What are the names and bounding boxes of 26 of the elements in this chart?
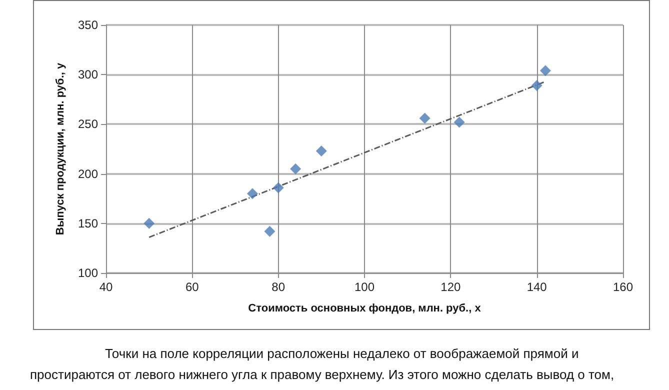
point	[540, 65, 551, 76]
point	[246, 188, 258, 200]
y-tick-label: 250	[78, 117, 98, 132]
y-tick-label: 100	[78, 266, 98, 280]
x-tick-label: 160	[612, 280, 634, 294]
x-tick-label: 60	[185, 280, 200, 294]
x-tick-label: 40	[99, 280, 113, 294]
point	[531, 80, 542, 92]
y-tick-label: 350	[78, 18, 98, 32]
point	[316, 145, 327, 156]
y-tick-label: 300	[78, 68, 98, 82]
point	[144, 218, 155, 229]
x-tick-label: 100	[354, 280, 375, 294]
x-tick-label: 120	[440, 280, 461, 294]
x-tick-label: 80	[272, 280, 286, 294]
y-tick-label: 200	[78, 166, 98, 181]
point	[419, 112, 430, 124]
x-axis-title: Стоимость основных фондов, млн. руб., x	[248, 302, 482, 314]
point	[272, 182, 284, 194]
text: Точки на поле корреляции расположены недалеко от воображаемой прямой и простираются от левого нижнего угла к правому верхнему. Из этого можно сделать вывод о том,	[30, 345, 616, 384]
y-axis-title: Выпуск продукции, млн. руб., y	[54, 62, 66, 236]
y-tick-label: 150	[78, 216, 98, 230]
point	[264, 226, 276, 237]
x-tick-label: 140	[526, 280, 548, 294]
point	[290, 163, 302, 174]
point	[454, 116, 465, 128]
